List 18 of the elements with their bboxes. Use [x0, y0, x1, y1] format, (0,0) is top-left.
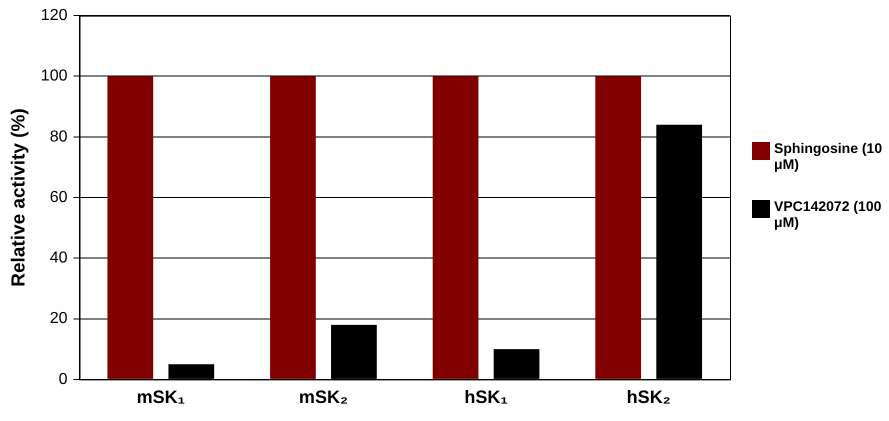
x-tick-label: hSK₂ — [626, 387, 671, 408]
y-tick-label: 40 — [50, 250, 68, 267]
bar — [432, 76, 478, 379]
y-axis-title: Relative activity (%) — [8, 108, 30, 287]
bar — [270, 76, 316, 379]
legend-label: Sphingosine (10 μM) — [774, 140, 884, 172]
y-tick-label: 60 — [50, 188, 68, 206]
legend-label: VPC142072 (100 μM) — [774, 198, 882, 230]
bar — [107, 76, 154, 379]
x-tick-label: hSK₁ — [464, 387, 508, 408]
x-tick-label: mSK₂ — [298, 387, 348, 408]
y-tick-label: 100 — [40, 68, 68, 85]
y-tick-label: 80 — [50, 128, 68, 146]
y-tick-label: 0 — [58, 370, 68, 388]
y-tick-label: 120 — [40, 7, 68, 24]
bar — [595, 76, 642, 379]
y-tick-label: 20 — [50, 310, 68, 328]
x-tick-label: mSK₁ — [136, 387, 186, 408]
